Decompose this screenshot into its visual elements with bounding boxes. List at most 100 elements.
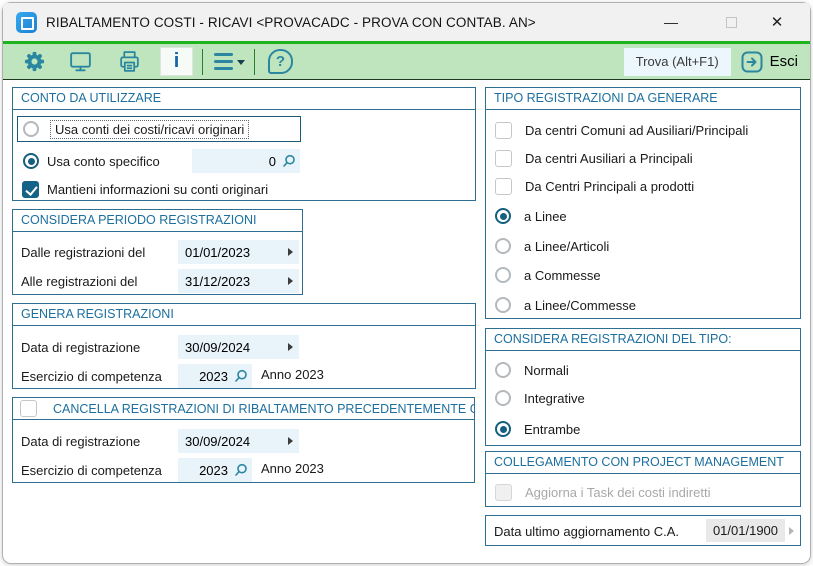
lookup-magnifier-icon[interactable]: [282, 154, 296, 168]
option-da-centri-ausiliari[interactable]: Da centri Ausiliari a Principali: [495, 149, 693, 167]
dalle-date-field[interactable]: 01/01/2023: [178, 240, 299, 264]
checkbox-label: Da centri Ausiliari a Principali: [525, 150, 693, 166]
option-a-commesse[interactable]: a Commesse: [495, 266, 601, 284]
section-tipo-registrazioni: TIPO REGISTRAZIONI DA GENERARE Da centri…: [485, 87, 801, 319]
monitor-icon[interactable]: [68, 49, 93, 74]
data-registrazione-field[interactable]: 30/09/2024: [178, 335, 299, 359]
esercizio-label: Esercizio di competenza: [21, 368, 162, 384]
checkbox-mantieni-informazioni[interactable]: [22, 180, 39, 198]
calendar-arrow-icon[interactable]: [288, 437, 293, 445]
alle-label: Alle registrazioni del: [21, 273, 138, 289]
window-title: RIBALTAMENTO COSTI - RICAVI <PROVACADC -…: [46, 14, 536, 30]
option-mantieni-informazioni[interactable]: Mantieni informazioni su conti originari: [22, 180, 268, 198]
radio-a-linee-articoli[interactable]: [495, 238, 511, 254]
calendar-arrow-icon[interactable]: [288, 248, 293, 256]
option-integrative[interactable]: Integrative: [495, 389, 585, 407]
title-bar: RIBALTAMENTO COSTI - RICAVI <PROVACADC -…: [3, 3, 810, 41]
section-cancella-registrazioni: CANCELLA REGISTRAZIONI DI RIBALTAMENTO P…: [12, 397, 475, 483]
chevron-down-icon: [237, 60, 245, 65]
section-conto-da-utilizzare: CONTO DA UTILIZZARE Usa conti dei costi/…: [12, 87, 476, 201]
accent-line: [3, 41, 810, 44]
esercizio-value: 2023: [199, 368, 228, 384]
radio-label: Usa conti dei costi/ricavi originari: [49, 119, 250, 139]
option-a-linee[interactable]: a Linee: [495, 207, 567, 225]
option-aggiorna-task: Aggiorna i Task dei costi indiretti: [495, 483, 710, 501]
section-title: COLLEGAMENTO CON PROJECT MANAGEMENT: [486, 452, 800, 474]
hamburger-icon: [214, 53, 233, 70]
option-a-linee-commesse[interactable]: a Linee/Commesse: [495, 296, 636, 314]
option-usa-conto-specifico[interactable]: Usa conto specifico: [23, 152, 160, 170]
section-genera-registrazioni: GENERA REGISTRAZIONI Data di registrazio…: [12, 303, 476, 389]
help-button[interactable]: ?: [268, 49, 293, 74]
section-considera-tipo: CONSIDERA REGISTRAZIONI DEL TIPO: Normal…: [485, 328, 801, 446]
calendar-arrow-icon[interactable]: [288, 343, 293, 351]
toolbar-separator: [202, 48, 203, 75]
radio-a-linee[interactable]: [495, 208, 511, 224]
printer-icon[interactable]: [117, 49, 142, 74]
lookup-magnifier-icon[interactable]: [234, 369, 248, 383]
maximize-icon: [725, 16, 737, 28]
radio-normali[interactable]: [495, 362, 511, 378]
data-ultimo-field: 01/01/1900: [706, 519, 785, 542]
esercizio-row: Esercizio di competenza: [21, 367, 162, 385]
alle-date-value: 31/12/2023: [185, 273, 251, 289]
maximize-button[interactable]: [714, 3, 748, 41]
section-title: CONSIDERA PERIODO REGISTRAZIONI: [13, 210, 302, 232]
radio-a-commesse[interactable]: [495, 267, 511, 283]
radio-label: Normali: [524, 362, 569, 378]
data-ultimo-row: Data ultimo aggiornamento C.A.: [494, 522, 679, 540]
radio-usa-conto-specifico[interactable]: [23, 153, 39, 169]
radio-label: Integrative: [524, 390, 585, 406]
option-a-linee-articoli[interactable]: a Linee/Articoli: [495, 237, 609, 255]
esercizio-field[interactable]: 2023: [178, 364, 252, 388]
calendar-arrow-icon[interactable]: [288, 277, 293, 285]
radio-label: a Linee/Commesse: [524, 297, 636, 313]
esercizio-value: 2023: [199, 462, 228, 478]
menu-button[interactable]: [214, 53, 245, 70]
esercizio-row: Esercizio di competenza: [21, 461, 162, 479]
close-button[interactable]: ✕: [770, 14, 784, 31]
section-title: CANCELLA REGISTRAZIONI DI RIBALTAMENTO P…: [53, 401, 474, 416]
trova-search-button[interactable]: Trova (Alt+F1): [623, 47, 731, 76]
section-title: CONTO DA UTILIZZARE: [13, 88, 475, 110]
option-da-centri-principali[interactable]: Da Centri Principali a prodotti: [495, 177, 694, 195]
settings-gear-icon[interactable]: [23, 50, 46, 73]
radio-label: a Commesse: [524, 267, 601, 283]
data-registrazione-value: 30/09/2024: [185, 339, 251, 355]
checkbox-da-centri-comuni[interactable]: [495, 121, 512, 139]
esercizio-field[interactable]: 2023: [178, 458, 252, 482]
alle-date-field[interactable]: 31/12/2023: [178, 269, 299, 293]
alle-row: Alle registrazioni del: [21, 272, 137, 290]
conto-specifico-field[interactable]: 0: [192, 149, 300, 173]
radio-label: Usa conto specifico: [47, 153, 160, 169]
option-usa-conti-originari[interactable]: Usa conti dei costi/ricavi originari: [17, 116, 301, 142]
calendar-arrow-icon: [789, 527, 794, 535]
dalle-row: Dalle registrazioni del: [21, 243, 145, 261]
info-button[interactable]: i: [160, 47, 193, 76]
checkbox-label: Mantieni informazioni su conti originari: [47, 181, 269, 197]
lookup-magnifier-icon[interactable]: [234, 463, 248, 477]
data-ultimo-aggiornamento-box: Data ultimo aggiornamento C.A. 01/01/190…: [485, 515, 801, 546]
option-da-centri-comuni[interactable]: Da centri Comuni ad Ausiliari/Principali: [495, 121, 748, 139]
data-registrazione-field[interactable]: 30/09/2024: [178, 429, 299, 453]
dalle-label: Dalle registrazioni del: [21, 244, 146, 260]
checkbox-da-centri-ausiliari[interactable]: [495, 149, 512, 167]
radio-usa-conti-originari[interactable]: [23, 121, 39, 137]
radio-integrative[interactable]: [495, 390, 511, 406]
section-collegamento-pm: COLLEGAMENTO CON PROJECT MANAGEMENT Aggi…: [485, 451, 801, 507]
anno-text: Anno 2023: [261, 367, 324, 382]
radio-a-linee-commesse[interactable]: [495, 297, 511, 313]
option-entrambe[interactable]: Entrambe: [495, 420, 580, 438]
checkbox-cancella[interactable]: [20, 400, 37, 417]
data-registrazione-label: Data di registrazione: [21, 339, 141, 355]
minimize-button[interactable]: —: [664, 14, 678, 30]
radio-label: a Linee: [524, 208, 567, 224]
checkbox-da-centri-principali[interactable]: [495, 177, 512, 195]
section-title-row[interactable]: CANCELLA REGISTRAZIONI DI RIBALTAMENTO P…: [13, 398, 474, 420]
radio-entrambe[interactable]: [495, 421, 511, 437]
option-normali[interactable]: Normali: [495, 361, 569, 379]
info-icon: i: [173, 50, 180, 72]
section-considera-periodo: CONSIDERA PERIODO REGISTRAZIONI Dalle re…: [12, 209, 303, 295]
esci-exit-button[interactable]: Esci: [740, 50, 798, 74]
radio-label: Entrambe: [524, 421, 581, 437]
